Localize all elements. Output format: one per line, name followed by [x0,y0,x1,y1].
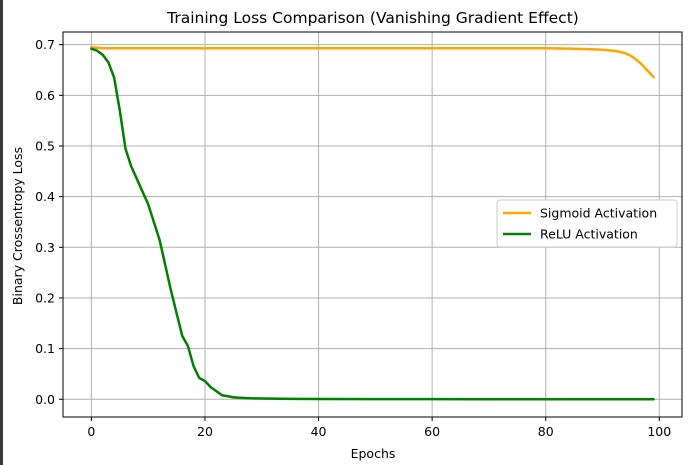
x-tick-label: 80 [538,424,554,439]
x-tick-label: 0 [87,424,95,439]
legend-label-sigmoid: Sigmoid Activation [540,206,657,221]
x-tick-label: 60 [424,424,440,439]
y-tick-label: 0.2 [35,290,55,305]
y-tick-label: 0.6 [35,88,55,103]
sigmoid-loss-line [90,45,655,79]
y-tick-label: 0.1 [35,341,55,356]
y-tick-label: 0.3 [35,240,55,255]
relu-loss-line [90,47,655,401]
y-tick-label: 0.5 [35,138,55,153]
y-tick-label: 0.0 [35,392,55,407]
axis-ticks: 0 20 40 60 80 100 0.0 0.1 0.2 0.3 0.4 0.5 0.6 0.7 [35,37,671,439]
legend: Sigmoid Activation ReLU Activation [496,199,678,248]
legend-box [496,199,678,248]
series-lines [90,45,655,401]
y-axis-label: Binary Crossentropy Loss [10,147,25,305]
x-tick-label: 20 [197,424,213,439]
x-tick-label: 40 [311,424,327,439]
chart-title: Training Loss Comparison (Vanishing Grad… [166,9,579,27]
window-edge [0,0,3,465]
plot-frame [62,31,683,418]
y-tick-label: 0.7 [35,37,55,52]
x-tick-label: 100 [647,424,671,439]
y-tick-label: 0.4 [35,189,55,204]
legend-label-relu: ReLU Activation [540,227,638,242]
x-axis-label: Epochs [351,446,396,461]
